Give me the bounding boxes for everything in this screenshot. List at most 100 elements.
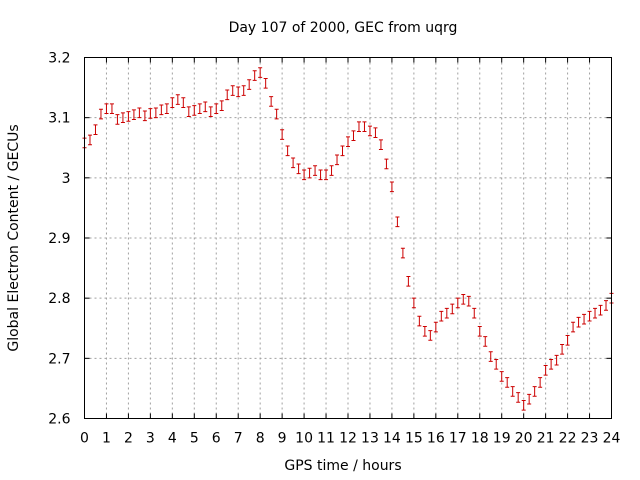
data-point <box>93 124 98 136</box>
data-point <box>241 85 246 96</box>
data-point <box>488 351 493 362</box>
x-tick-label: 23 <box>581 431 599 447</box>
data-point <box>214 103 219 114</box>
data-point <box>461 294 466 305</box>
data-point <box>351 130 356 142</box>
data-point <box>384 158 389 170</box>
data-point <box>159 104 164 116</box>
data-point <box>433 321 438 333</box>
x-tick-label: 10 <box>295 431 313 447</box>
data-point <box>258 67 263 78</box>
data-point <box>439 310 444 322</box>
y-tick-label: 3.1 <box>48 111 70 127</box>
y-axis-label: Global Electron Content / GECUs <box>6 124 22 351</box>
data-point <box>329 165 334 176</box>
data-point <box>494 359 499 370</box>
data-point <box>532 386 537 397</box>
data-point <box>472 307 477 319</box>
data-point <box>582 313 587 325</box>
y-tick-labels: 2.6 2.7 2.8 2.9 3 3.1 3.2 <box>48 51 70 428</box>
data-point <box>252 70 257 81</box>
y-tick-label: 3.2 <box>48 51 70 67</box>
x-tick-label: 9 <box>278 431 287 447</box>
data-point <box>373 127 378 139</box>
data-point <box>549 359 554 370</box>
x-tick-label: 2 <box>124 431 133 447</box>
data-point <box>197 103 202 114</box>
data-point <box>505 377 510 388</box>
data-point <box>527 393 532 405</box>
x-tick-label: 1 <box>102 431 111 447</box>
data-point <box>406 276 411 287</box>
data-point <box>126 111 131 122</box>
data-point <box>263 78 268 89</box>
data-point <box>148 108 153 119</box>
x-tick-label: 16 <box>427 431 445 447</box>
y-tick-label: 2.6 <box>48 412 70 428</box>
data-point <box>411 297 416 309</box>
x-tick-label: 8 <box>256 431 265 447</box>
data-point <box>230 85 235 96</box>
x-tick-label: 3 <box>146 431 155 447</box>
data-point <box>285 145 290 157</box>
x-tick-label: 19 <box>493 431 511 447</box>
x-tick-label: 0 <box>80 431 89 447</box>
data-point <box>335 154 340 166</box>
x-tick-label: 18 <box>471 431 489 447</box>
x-tick-label: 12 <box>339 431 357 447</box>
data-point <box>346 136 350 148</box>
x-tick-label: 17 <box>449 431 467 447</box>
data-point <box>313 165 318 176</box>
x-tick-labels: 0 1 2 3 4 5 6 7 8 9 10 11 12 13 14 15 16 17 18 19 20 21 22 23 24 <box>80 431 620 447</box>
data-point <box>466 295 471 307</box>
data-point <box>499 371 504 382</box>
data-point <box>367 125 372 137</box>
data-point <box>516 392 521 403</box>
data-point <box>560 343 565 355</box>
y-tick-label: 2.8 <box>48 291 70 307</box>
plot-frame <box>84 57 612 419</box>
data-point <box>395 216 400 228</box>
data-point <box>378 139 383 151</box>
data-point <box>444 307 449 319</box>
data-point <box>208 106 213 117</box>
data-point <box>428 330 433 341</box>
data-point <box>422 325 427 337</box>
x-tick-label: 15 <box>405 431 423 447</box>
data-point <box>598 304 603 316</box>
x-tick-label: 14 <box>383 431 401 447</box>
data-point <box>131 109 136 120</box>
data-point <box>400 247 405 259</box>
data-point <box>104 103 109 114</box>
data-point <box>203 101 208 113</box>
data-point <box>192 105 197 116</box>
data-point <box>274 108 279 120</box>
data-point <box>483 336 488 347</box>
data-point <box>98 108 103 120</box>
data-point <box>296 163 301 175</box>
data-point <box>87 134 92 146</box>
data-point <box>137 107 142 119</box>
x-tick-label: 13 <box>361 431 379 447</box>
data-point <box>554 354 559 366</box>
data-point <box>576 316 581 328</box>
data-point <box>417 315 422 327</box>
data-point <box>356 121 361 133</box>
data-point <box>510 386 515 397</box>
data-point <box>571 321 576 333</box>
data-point <box>120 112 125 123</box>
y-tick-label: 2.9 <box>48 231 70 247</box>
data-point <box>565 334 570 346</box>
data-point <box>324 169 329 181</box>
data-point <box>236 86 241 98</box>
x-tick-label: 7 <box>234 431 243 447</box>
data-point <box>593 307 598 319</box>
x-tick-label: 11 <box>317 431 335 447</box>
data-point <box>153 107 158 119</box>
chart-title: Day 107 of 2000, GEC from uqrg <box>229 20 458 36</box>
y-tick-label: 2.7 <box>48 351 70 367</box>
x-tick-label: 6 <box>212 431 221 447</box>
data-point <box>340 145 345 157</box>
data-point <box>219 100 224 111</box>
